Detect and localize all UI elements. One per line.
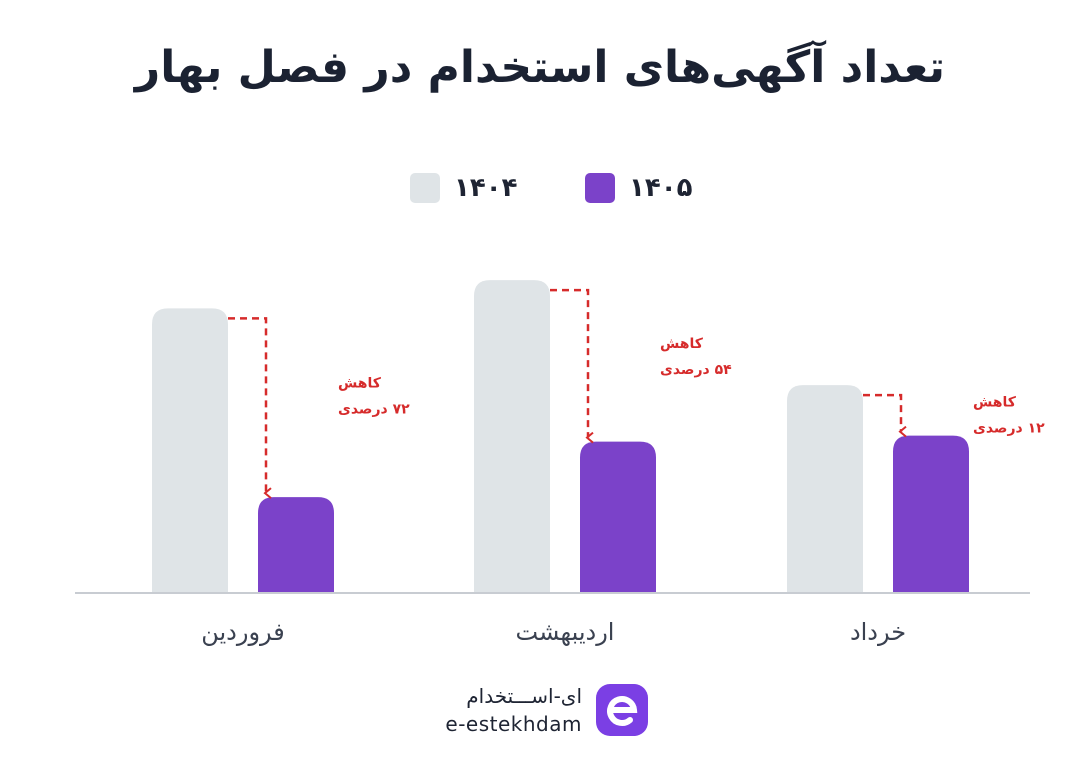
annotation-line2-2: ۵۴ درصدی — [660, 362, 732, 378]
brand-logo: ای-اســـتخدام e-estekhdam — [438, 682, 648, 744]
bar-1404-3 — [787, 385, 863, 593]
e-letter-icon — [607, 696, 638, 727]
annotation-line1-1: کاهش — [338, 376, 382, 392]
category-label-2: اردیبهشت — [516, 618, 615, 646]
legend-swatch-1404 — [410, 173, 440, 203]
legend: ۱۴۰۴ ۱۴۰۵ — [0, 170, 1080, 206]
legend-label-1405: ۱۴۰۵ — [629, 173, 693, 203]
legend-swatch-1405 — [585, 173, 615, 203]
bar-chart: کاهش ۷۲ درصدی کاهش ۵۴ درصدی کاهش ۱۲ درصدی فرو… — [75, 280, 1045, 646]
bar-1405-2 — [580, 441, 656, 593]
logo-mark — [596, 684, 648, 736]
annotation-line1-2: کاهش — [660, 336, 704, 352]
bar-1404-2 — [474, 280, 550, 593]
legend-item-1405: ۱۴۰۵ — [585, 170, 692, 206]
category-label-3: خرداد — [850, 618, 906, 646]
bar-1405-1 — [258, 497, 334, 593]
decrease-arrow-2 — [550, 288, 594, 444]
bar-1405-3 — [893, 435, 969, 593]
chart-title: تعداد آگهی‌های استخدام در فصل بهار — [134, 42, 946, 93]
category-label-1: فروردین — [201, 618, 285, 646]
legend-item-1404: ۱۴۰۴ — [410, 170, 517, 206]
annotation-line1-3: کاهش — [973, 394, 1017, 410]
bar-1404-1 — [152, 308, 228, 593]
decrease-arrow-3 — [863, 393, 907, 438]
logo-name-en: e-estekhdam — [445, 712, 582, 736]
annotation-line2-1: ۷۲ درصدی — [338, 402, 410, 418]
decrease-arrow-1 — [228, 317, 272, 499]
annotation-line2-3: ۱۲ درصدی — [973, 420, 1045, 436]
logo-name-fa: ای-اســـتخدام — [466, 684, 582, 708]
legend-label-1404: ۱۴۰۴ — [454, 173, 518, 203]
